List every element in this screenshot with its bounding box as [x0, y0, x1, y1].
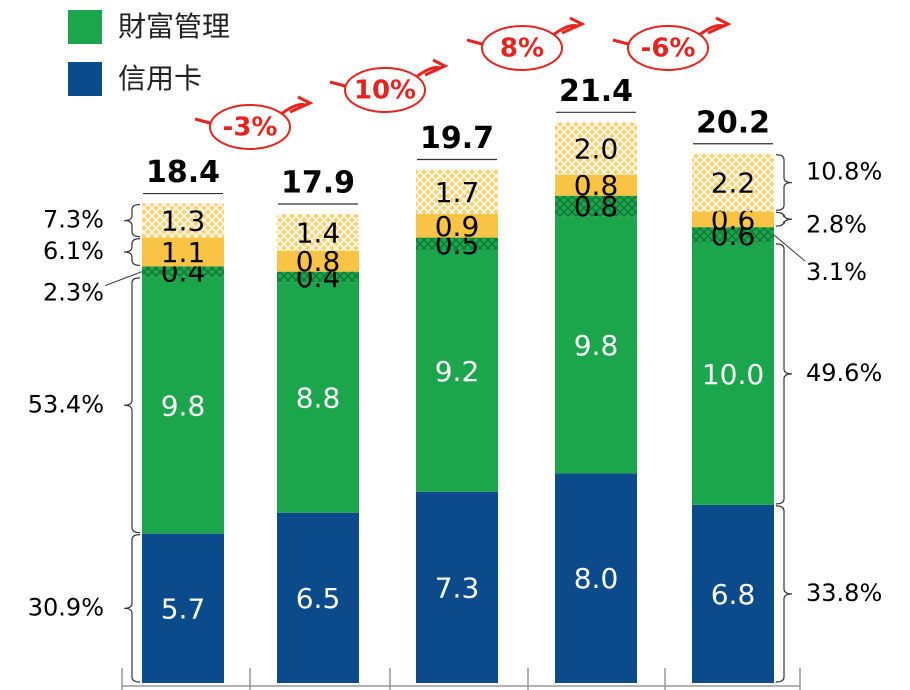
bar-segment: [416, 214, 498, 238]
data-label: 2.2: [711, 167, 756, 200]
total-label: 21.4: [559, 74, 633, 109]
bar-segment: [692, 242, 774, 505]
bar-segment: [555, 174, 637, 196]
bar-segment: [692, 153, 774, 212]
brace: [775, 243, 793, 505]
share-label: 53.4%: [28, 390, 104, 418]
growth-label: 10%: [354, 76, 416, 106]
bar-segment: [692, 227, 774, 243]
bar-segment: [416, 250, 498, 492]
bar-segment: [416, 491, 498, 683]
bar-segment: [416, 237, 498, 251]
bar-segment: [277, 271, 359, 283]
growth-oval: [209, 104, 291, 150]
share-label: 3.1%: [806, 258, 867, 286]
data-label: 9.2: [435, 355, 480, 388]
data-label: 9.8: [161, 389, 206, 422]
leader: [104, 271, 143, 287]
growth-oval: [344, 67, 426, 113]
brace: [775, 211, 793, 227]
growth-label: -6%: [641, 34, 696, 64]
leader: [773, 234, 806, 262]
data-label: 6.5: [296, 582, 341, 615]
bar-segment: [277, 282, 359, 513]
brace: [775, 154, 793, 211]
data-label: 2.0: [574, 133, 619, 166]
data-label: 10.0: [702, 358, 764, 391]
bar-segment: [555, 122, 637, 175]
legend-label: 財富管理: [118, 10, 230, 43]
brace: [123, 203, 141, 238]
growth-oval: [627, 25, 709, 71]
share-label: 2.3%: [43, 279, 104, 307]
growth-label: -3%: [223, 113, 278, 143]
bar-segment: [142, 203, 224, 238]
brace: [123, 238, 141, 267]
data-label: 8.0: [574, 562, 619, 595]
total-label: 19.7: [420, 121, 494, 156]
data-label: 5.7: [161, 592, 206, 625]
brace: [123, 277, 141, 534]
total-label: 18.4: [146, 155, 220, 190]
data-label: 8.8: [296, 381, 341, 414]
data-label: 1.1: [161, 236, 206, 269]
brace: [775, 505, 793, 683]
share-label: 49.6%: [806, 359, 882, 387]
growth-label: 8%: [500, 34, 544, 64]
data-label: 6.8: [711, 578, 756, 611]
share-label: 2.8%: [806, 210, 867, 238]
bar-segment: [416, 169, 498, 215]
share-label: 33.8%: [806, 579, 882, 607]
bar-segment: [277, 214, 359, 251]
bar-segment: [277, 512, 359, 683]
bar-segment: [142, 237, 224, 267]
data-label: 7.3: [435, 571, 480, 604]
bar-segment: [142, 266, 224, 277]
bar-segment: [142, 276, 224, 534]
bar-segment: [555, 195, 637, 217]
legend-swatch: [68, 62, 102, 96]
bar-segment: [277, 250, 359, 272]
total-label: 17.9: [281, 166, 355, 201]
bar-segment: [692, 504, 774, 683]
brace: [123, 534, 141, 683]
bar-segment: [555, 216, 637, 474]
bar-segment: [692, 211, 774, 228]
legend-label: 信用卡: [118, 62, 202, 95]
bar-segment: [142, 533, 224, 683]
legend-swatch: [68, 10, 102, 44]
total-label: 20.2: [696, 105, 770, 140]
data-label: 1.4: [296, 216, 341, 249]
data-label: 1.7: [435, 176, 480, 209]
bar-segment: [555, 473, 637, 683]
growth-oval: [481, 25, 563, 71]
share-label: 6.1%: [43, 237, 104, 265]
share-label: 7.3%: [43, 206, 104, 234]
share-label: 10.8%: [806, 158, 882, 186]
data-label: 0.9: [435, 210, 480, 243]
data-label: 1.3: [161, 205, 206, 238]
share-label: 30.9%: [28, 593, 104, 621]
data-label: 9.8: [574, 329, 619, 362]
